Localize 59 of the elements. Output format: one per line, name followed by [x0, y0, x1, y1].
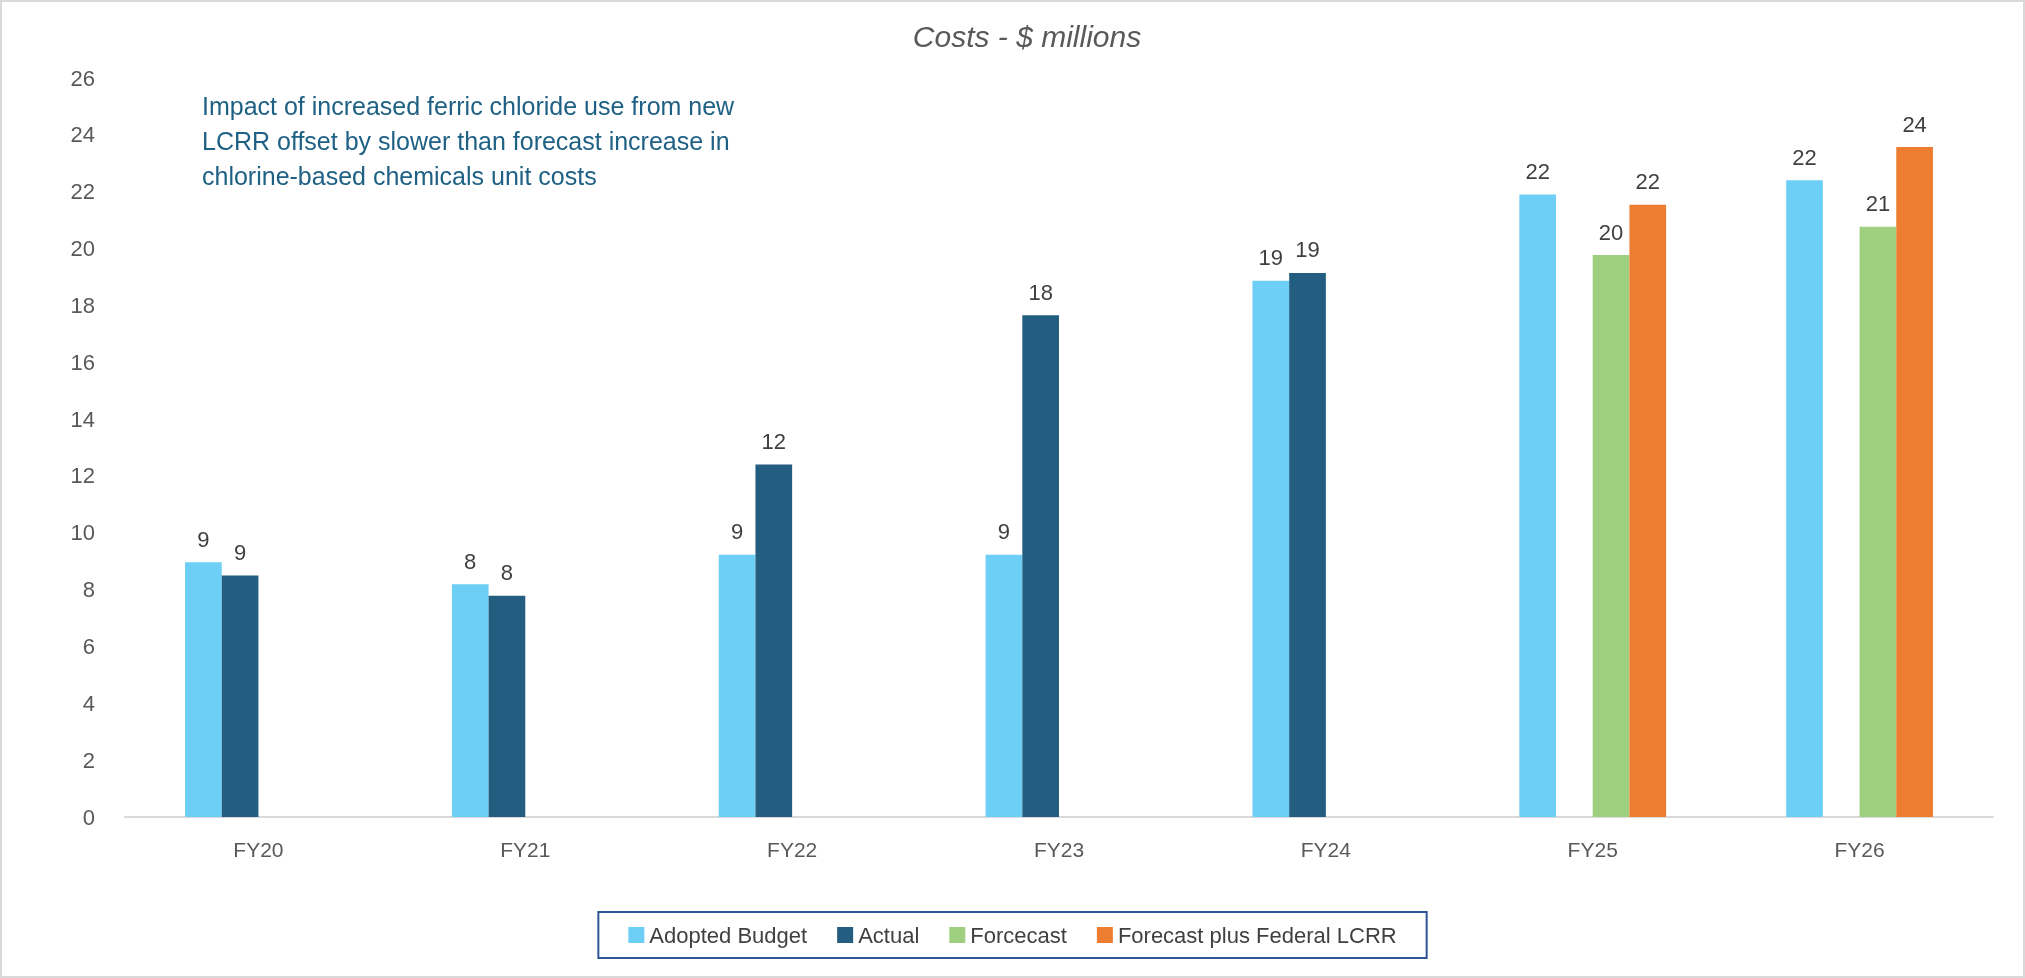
y-tick-label: 14	[70, 406, 95, 432]
data-label: 9	[997, 519, 1011, 545]
y-tick-label: 10	[70, 520, 95, 546]
y-tick-label: 4	[82, 690, 95, 716]
bar	[1629, 204, 1667, 817]
data-label: 18	[1028, 279, 1053, 305]
bar	[1859, 226, 1897, 817]
legend-label: Forcecast	[970, 922, 1067, 948]
x-tick-label: FY26	[1834, 838, 1885, 861]
bar	[488, 595, 526, 817]
annotation: Impact of increased ferric chloride use from new LCRR offset by slower than forecast increase in chlorine-based chemicals unit costs	[202, 91, 742, 190]
x-tick-label: FY22	[767, 838, 818, 861]
data-label: 21	[1865, 191, 1891, 217]
bar	[185, 562, 222, 817]
data-label: 20	[1598, 219, 1624, 245]
y-tick-label: 22	[70, 179, 95, 205]
data-label: 9	[197, 526, 210, 552]
chart-title: Costs - $ millions	[912, 19, 1142, 53]
legend-label: Actual	[858, 922, 920, 948]
x-tick-label: FY23	[1033, 838, 1085, 861]
y-tick-label: 24	[70, 122, 95, 148]
bar	[1896, 147, 1933, 817]
data-label: 19	[1258, 245, 1284, 271]
data-label: 22	[1635, 169, 1660, 195]
data-label: 22	[1792, 144, 1817, 170]
data-label: 22	[1525, 159, 1550, 185]
bar	[755, 464, 793, 817]
y-tick-label: 20	[70, 236, 95, 262]
data-label: 9	[730, 519, 744, 545]
y-tick-label: 0	[82, 804, 95, 830]
bar	[1289, 272, 1326, 817]
bar	[221, 575, 259, 817]
bar	[1786, 180, 1823, 817]
bar	[1519, 194, 1557, 817]
data-label: 12	[761, 429, 787, 455]
bar	[1022, 315, 1059, 817]
bar	[451, 584, 489, 817]
data-label: 19	[1295, 237, 1320, 263]
bar	[1592, 255, 1630, 817]
x-tick-label: FY21	[500, 838, 551, 861]
bar	[985, 554, 1023, 817]
y-tick-label: 12	[70, 463, 95, 489]
legend-label: Forecast plus Federal LCRR	[1117, 922, 1397, 948]
legend-label: Adopted Budget	[649, 922, 808, 948]
y-tick-label: 2	[82, 747, 95, 773]
y-tick-label: 8	[82, 577, 95, 603]
bar	[1252, 280, 1290, 817]
y-tick-label: 26	[70, 65, 95, 91]
data-label: 24	[1902, 111, 1927, 137]
y-tick-label: 16	[70, 349, 95, 375]
x-tick-label: FY20	[233, 838, 284, 861]
y-tick-label: 6	[82, 633, 95, 659]
y-tick-label: 18	[70, 292, 95, 318]
x-tick-label: FY25	[1567, 838, 1618, 861]
data-label: 8	[464, 548, 477, 574]
bar	[718, 554, 756, 817]
x-tick-label: FY24	[1300, 838, 1352, 861]
data-label: 8	[500, 560, 514, 586]
data-label: 9	[233, 539, 247, 565]
